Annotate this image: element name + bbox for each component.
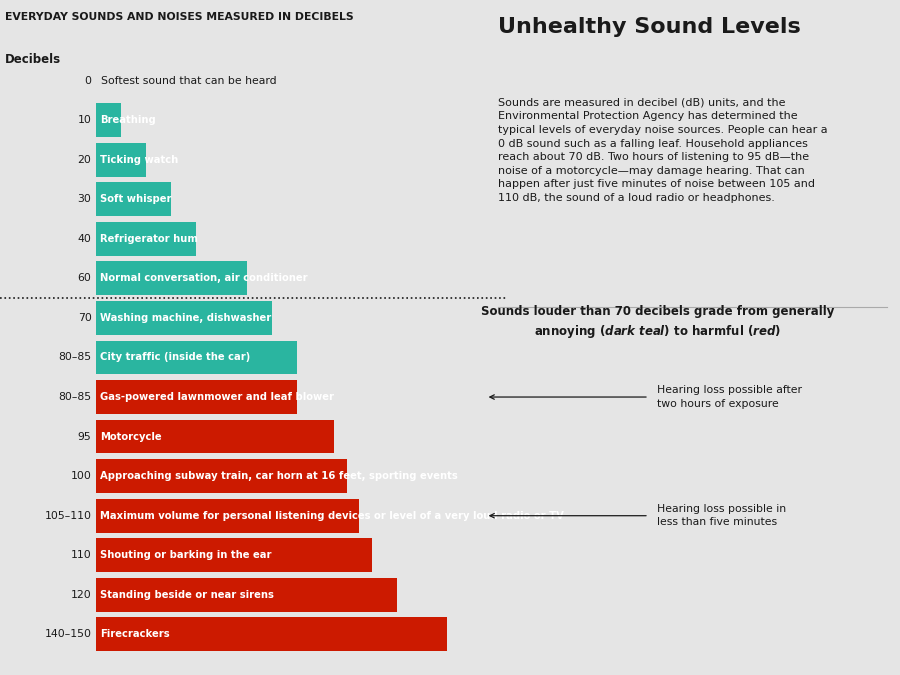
Text: Decibels: Decibels [4, 53, 61, 66]
Text: 120: 120 [71, 590, 92, 600]
Bar [96, 420, 334, 454]
Text: 20: 20 [77, 155, 92, 165]
Text: 105–110: 105–110 [44, 511, 92, 520]
Text: Breathing: Breathing [100, 115, 156, 125]
Bar [96, 103, 122, 137]
Text: 70: 70 [77, 313, 92, 323]
Text: Motorcycle: Motorcycle [100, 431, 162, 441]
Bar [96, 222, 196, 256]
Text: Firecrackers: Firecrackers [100, 629, 170, 639]
Text: Washing machine, dishwasher: Washing machine, dishwasher [100, 313, 272, 323]
Text: Gas-powered lawnmower and leaf blower: Gas-powered lawnmower and leaf blower [100, 392, 334, 402]
Bar [96, 301, 272, 335]
Bar [96, 459, 346, 493]
Text: Approaching subway train, car horn at 16 feet, sporting events: Approaching subway train, car horn at 16… [100, 471, 458, 481]
Text: Ticking watch: Ticking watch [100, 155, 178, 165]
Text: 110: 110 [71, 550, 92, 560]
Text: 30: 30 [77, 194, 92, 205]
Text: 80–85: 80–85 [58, 392, 92, 402]
Text: Hearing loss possible in
less than five minutes: Hearing loss possible in less than five … [657, 504, 787, 527]
Bar [96, 261, 247, 295]
Text: 140–150: 140–150 [44, 629, 92, 639]
Bar [96, 341, 297, 375]
Text: Maximum volume for personal listening devices or level of a very loud radio or T: Maximum volume for personal listening de… [100, 511, 564, 520]
Text: EVERYDAY SOUNDS AND NOISES MEASURED IN DECIBELS: EVERYDAY SOUNDS AND NOISES MEASURED IN D… [4, 12, 354, 22]
Text: Normal conversation, air conditioner: Normal conversation, air conditioner [100, 273, 308, 284]
Text: Soft whisper: Soft whisper [100, 194, 172, 205]
Bar [96, 380, 297, 414]
Text: Standing beside or near sirens: Standing beside or near sirens [100, 590, 274, 600]
Text: 80–85: 80–85 [58, 352, 92, 362]
Bar [96, 539, 372, 572]
Text: Refrigerator hum: Refrigerator hum [100, 234, 198, 244]
Text: Shouting or barking in the ear: Shouting or barking in the ear [100, 550, 272, 560]
Text: Unhealthy Sound Levels: Unhealthy Sound Levels [499, 17, 801, 37]
Text: Sounds louder than 70 decibels grade from generally
annoying ($\bfit{dark\ teal}: Sounds louder than 70 decibels grade fro… [481, 305, 834, 340]
Text: 100: 100 [70, 471, 92, 481]
Text: 95: 95 [77, 431, 92, 441]
Text: 60: 60 [77, 273, 92, 284]
Text: 0: 0 [85, 76, 92, 86]
Bar [96, 499, 359, 533]
Text: Softest sound that can be heard: Softest sound that can be heard [101, 76, 276, 86]
Bar [96, 578, 397, 612]
Text: Sounds are measured in decibel (dB) units, and the
Environmental Protection Agen: Sounds are measured in decibel (dB) unit… [499, 98, 828, 203]
Text: Hearing loss possible after
two hours of exposure: Hearing loss possible after two hours of… [657, 385, 802, 408]
Text: City traffic (inside the car): City traffic (inside the car) [100, 352, 250, 362]
Text: 40: 40 [77, 234, 92, 244]
Text: 10: 10 [77, 115, 92, 125]
Bar [96, 618, 446, 651]
Bar [96, 143, 147, 177]
Bar [96, 182, 171, 216]
